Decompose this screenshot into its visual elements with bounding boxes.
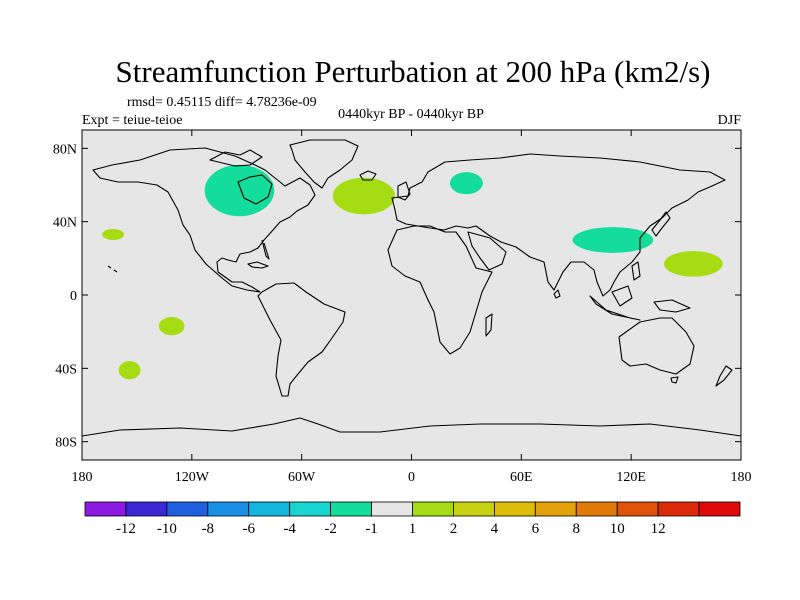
coastline-cuba <box>247 261 269 269</box>
y-tick-label-1: 40N <box>53 216 77 231</box>
colorbar-label-0: -12 <box>116 521 136 537</box>
colorbar-label-10: 6 <box>532 521 540 537</box>
coastline-eurasia <box>391 153 726 297</box>
coastline-great-britain <box>397 181 411 201</box>
colorbar-label-7: 1 <box>409 521 417 537</box>
colorbar-label-9: 4 <box>491 521 499 537</box>
coastline-philippines <box>631 261 641 281</box>
colorbar-label-5: -2 <box>324 521 337 537</box>
coastline-madagascar <box>485 313 493 337</box>
coastline-tasmania <box>670 376 679 384</box>
x-tick-label-2: 60W <box>288 470 316 485</box>
colorbar-label-1: -10 <box>157 521 177 537</box>
anomaly-blob-7 <box>118 361 141 380</box>
colorbar-box-14 <box>657 501 700 517</box>
anomaly-blob-1 <box>332 177 396 215</box>
x-tick-label-0: 180 <box>72 470 93 485</box>
coastline-iceland <box>359 170 377 181</box>
colorbar-box-5 <box>289 501 332 517</box>
map-background <box>82 130 741 460</box>
colorbar-box-4 <box>248 501 291 517</box>
colorbar-label-8: 2 <box>450 521 458 537</box>
coastline-arabia <box>467 231 507 271</box>
coastline-japan <box>651 211 671 237</box>
colorbar-box-3 <box>207 501 250 517</box>
colorbar-box-10 <box>493 501 536 517</box>
x-tick-label-3: 0 <box>408 470 415 485</box>
coastline-sumatra-java <box>589 295 641 321</box>
y-tick-label-4: 80S <box>55 436 77 451</box>
coastline-africa <box>387 225 493 355</box>
colorbar-label-3: -6 <box>243 521 256 537</box>
coastline-borneo <box>611 285 633 307</box>
colorbar-box-0 <box>84 501 127 517</box>
coastline-new-guinea <box>653 299 691 313</box>
colorbar-label-4: -4 <box>283 521 296 537</box>
coastline-new-zealand <box>715 365 733 387</box>
coastline-greenland <box>289 139 359 189</box>
coastline-antarctica <box>81 417 742 437</box>
colorbar-box-15 <box>698 501 741 517</box>
colorbar-box-12 <box>575 501 618 517</box>
coastline-north-america <box>92 147 316 293</box>
colorbar-box-1 <box>125 501 168 517</box>
right-subtitle: DJF <box>718 113 742 128</box>
colorbar-label-12: 10 <box>610 521 625 537</box>
colorbar-label-6: -1 <box>365 521 378 537</box>
y-axis: 80N 40N 0 40S 80S <box>53 142 741 451</box>
colorbar-label-11: 8 <box>573 521 581 537</box>
stats-text: rmsd= 0.45115 diff= 4.78236e-09 <box>127 95 317 110</box>
colorbar-box-11 <box>534 501 577 517</box>
coastline-hawaii <box>107 265 118 273</box>
colorbar-box-13 <box>616 501 659 517</box>
x-tick-label-1: 120W <box>175 470 210 485</box>
x-axis: 180 120W 60W 0 60E 120E 180 <box>72 130 752 485</box>
left-subtitle: Expt = teiue-teioe <box>82 113 182 128</box>
colorbar-box-9 <box>453 501 495 517</box>
anomaly-layer <box>102 164 723 380</box>
y-tick-label-3: 40S <box>55 362 77 377</box>
coastline-florida <box>261 239 270 260</box>
colorbar: -12 -10 -8 -6 -4 -2 -1 1 2 4 6 8 10 12 <box>84 501 741 537</box>
y-tick-label-2: 0 <box>70 289 77 304</box>
colorbar-label-2: -8 <box>202 521 215 537</box>
coastline-arctic-islands <box>209 149 263 167</box>
coastline-india-sri-lanka <box>553 289 561 299</box>
anomaly-blob-0 <box>204 164 275 217</box>
coastline-australia <box>618 317 695 375</box>
anomaly-blob-2 <box>449 172 483 195</box>
colorbar-box-7 <box>371 501 413 517</box>
center-subtitle: 0440kyr BP - 0440kyr BP <box>338 107 484 122</box>
coastlines <box>81 139 742 437</box>
anomaly-blob-5 <box>102 229 125 240</box>
chart-title: Streamfunction Perturbation at 200 hPa (… <box>116 54 711 89</box>
anomaly-blob-4 <box>664 251 723 277</box>
x-tick-label-6: 180 <box>731 470 752 485</box>
anomaly-blob-6 <box>158 317 185 336</box>
coastline-south-america <box>257 282 346 397</box>
coastline-hudson-bay <box>237 174 273 205</box>
x-tick-label-4: 60E <box>510 470 533 485</box>
colorbar-box-8 <box>412 501 454 517</box>
colorbar-box-2 <box>166 501 209 517</box>
colorbar-label-13: 12 <box>651 521 666 537</box>
colorbar-box-6 <box>330 501 372 517</box>
x-tick-label-5: 120E <box>616 470 646 485</box>
y-tick-label-0: 80N <box>53 142 77 157</box>
anomaly-blob-3 <box>572 227 654 253</box>
